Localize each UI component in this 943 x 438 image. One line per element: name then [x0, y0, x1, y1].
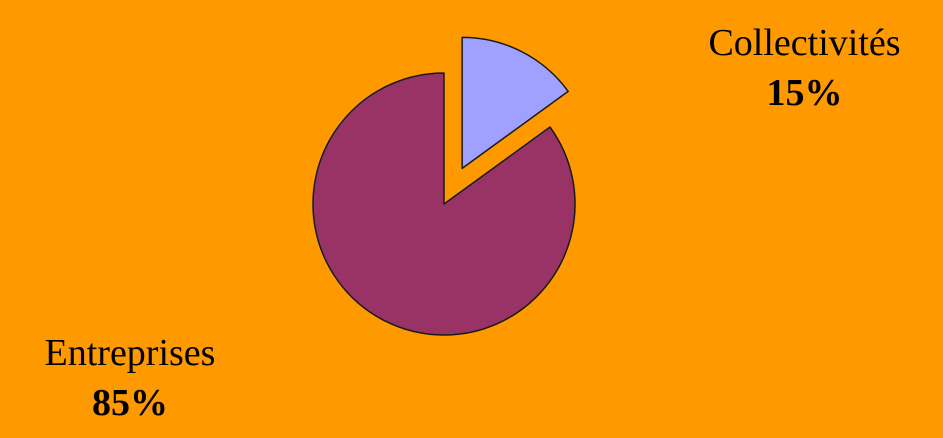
slice-category-label: Collectivités [708, 22, 901, 64]
slice-value-label: 15% [766, 72, 843, 114]
pie-slices [312, 36, 576, 336]
pie-slice-collectivites [461, 36, 569, 170]
slice-label-entreprises: Entreprises 85% [0, 334, 260, 422]
slice-value-label: 85% [92, 382, 168, 424]
pie-slice-entreprises [312, 72, 576, 336]
slice-category-label: Entreprises [44, 332, 216, 374]
slice-label-collectivites: Collectivités 15% [662, 24, 943, 112]
